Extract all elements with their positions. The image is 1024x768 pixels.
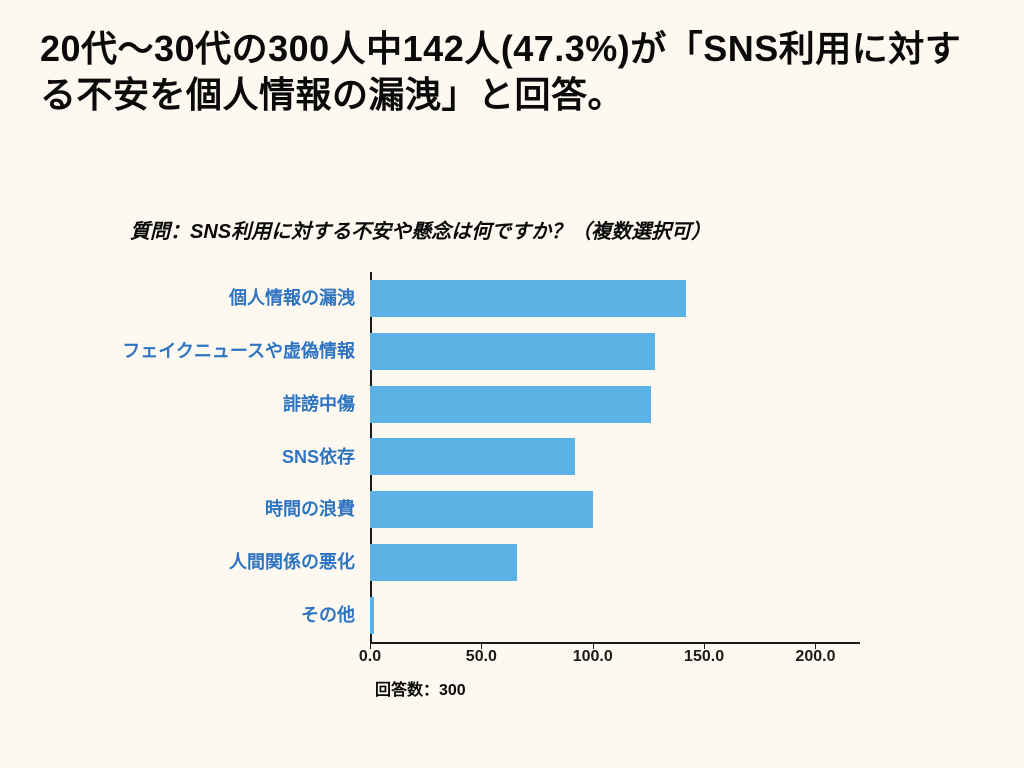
bar-row xyxy=(370,536,860,589)
bar-row xyxy=(370,431,860,484)
chart-area: 0.050.0100.0150.0200.0 回答数：300 個人情報の漏洩フェ… xyxy=(0,262,1024,692)
category-label: フェイクニュースや虚偽情報 xyxy=(0,325,370,378)
x-tick-label: 150.0 xyxy=(684,648,724,666)
bar-row xyxy=(370,483,860,536)
bar xyxy=(370,438,575,475)
bar xyxy=(370,333,655,370)
bar xyxy=(370,491,593,528)
chart-subtitle: 質問：SNS利用に対する不安や懸念は何ですか？（複数選択可） xyxy=(130,215,711,244)
bar xyxy=(370,544,517,581)
bar xyxy=(370,280,686,317)
x-tick-label: 200.0 xyxy=(795,648,835,666)
x-axis-line xyxy=(370,642,860,644)
x-axis-title: 回答数：300 xyxy=(375,676,466,700)
bar xyxy=(370,386,651,423)
category-label: その他 xyxy=(0,589,370,642)
category-label: SNS依存 xyxy=(0,431,370,484)
category-label: 人間関係の悪化 xyxy=(0,536,370,589)
bar-row xyxy=(370,272,860,325)
x-tick-label: 0.0 xyxy=(359,648,381,666)
bar xyxy=(370,597,374,634)
category-label: 誹謗中傷 xyxy=(0,378,370,431)
category-label: 時間の浪費 xyxy=(0,483,370,536)
bar-row xyxy=(370,589,860,642)
x-tick-label: 50.0 xyxy=(466,648,497,666)
category-label: 個人情報の漏洩 xyxy=(0,272,370,325)
bar-row xyxy=(370,325,860,378)
bar-row xyxy=(370,378,860,431)
x-tick-label: 100.0 xyxy=(573,648,613,666)
page-headline: 20代〜30代の300人中142人(47.3%)が「SNS利用に対する不安を個人… xyxy=(40,26,984,118)
chart-plot: 0.050.0100.0150.0200.0 xyxy=(370,272,860,642)
